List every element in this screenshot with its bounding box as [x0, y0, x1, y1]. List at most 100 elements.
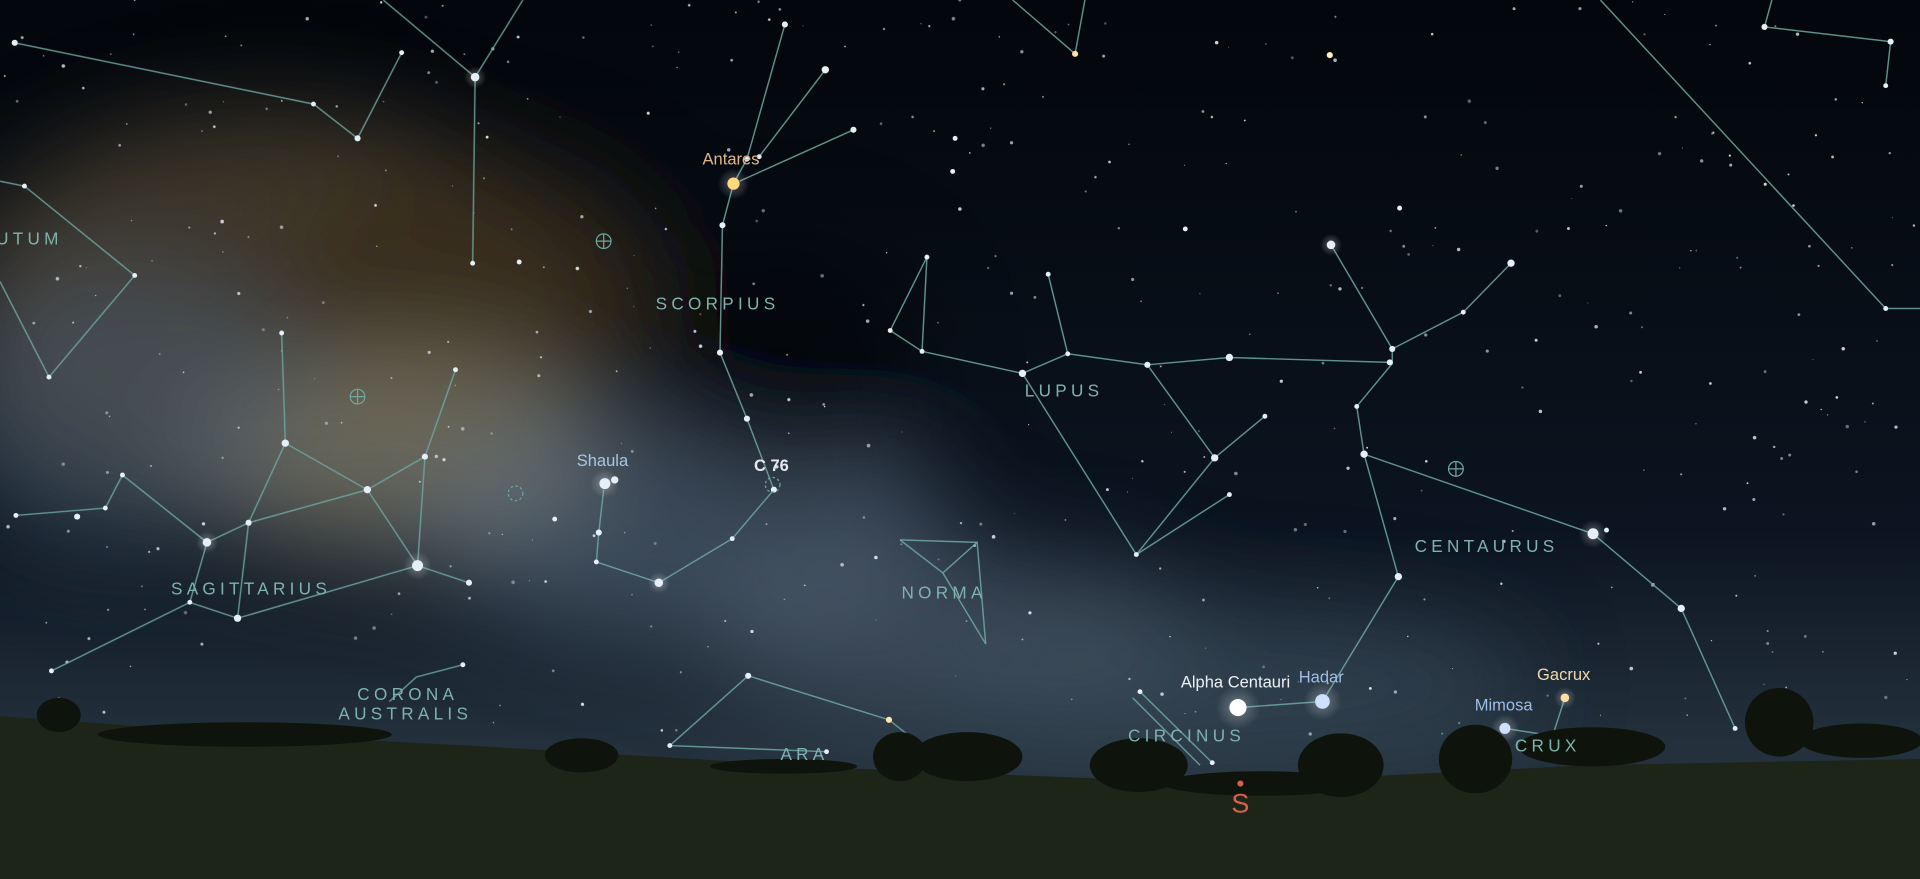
- faint-star: [314, 378, 316, 380]
- faint-star: [1028, 611, 1032, 615]
- constellation-line: [1139, 691, 1213, 764]
- faint-star: [1248, 333, 1251, 336]
- faint-star: [220, 219, 224, 224]
- faint-star: [434, 454, 438, 459]
- star: [1389, 345, 1396, 352]
- faint-star: [1845, 424, 1850, 429]
- faint-star: [85, 266, 88, 269]
- star: [1560, 693, 1570, 703]
- star: [132, 273, 138, 278]
- faint-star: [42, 55, 45, 57]
- faint-star: [108, 415, 111, 418]
- faint-star: [105, 411, 109, 415]
- star: [120, 472, 125, 478]
- faint-star: [222, 251, 224, 253]
- faint-star: [55, 276, 60, 281]
- deep-sky-markers: [349, 233, 1464, 502]
- faint-star: [1629, 666, 1634, 671]
- faint-star: [1641, 326, 1644, 329]
- faint-star: [1686, 714, 1689, 717]
- faint-star: [911, 115, 914, 119]
- faint-star: [390, 377, 393, 379]
- faint-star: [182, 371, 185, 374]
- faint-star: [1117, 226, 1121, 230]
- star: [279, 330, 285, 336]
- faint-star: [724, 619, 727, 622]
- faint-star: [305, 17, 309, 21]
- faint-star: [535, 330, 539, 334]
- faint-star: [1752, 435, 1757, 440]
- faint-star: [1502, 539, 1506, 544]
- star: [1507, 259, 1515, 267]
- faint-star: [981, 143, 985, 148]
- star: [187, 599, 193, 605]
- faint-star: [588, 309, 593, 313]
- faint-star: [1855, 470, 1858, 473]
- faint-star: [991, 535, 996, 539]
- faint-star: [1027, 424, 1030, 426]
- faint-star: [1605, 224, 1608, 227]
- star: [1883, 306, 1889, 311]
- faint-star: [1485, 349, 1489, 353]
- faint-star: [1346, 466, 1350, 470]
- star: [667, 743, 673, 749]
- star: [1677, 604, 1685, 613]
- faint-star: [1105, 488, 1109, 492]
- faint-star: [542, 266, 545, 269]
- faint-star: [1820, 408, 1822, 411]
- star: [599, 478, 611, 490]
- star: [770, 486, 777, 493]
- faint-star: [1864, 421, 1866, 423]
- faint-star: [582, 36, 585, 39]
- faint-star: [1610, 586, 1613, 589]
- faint-star: [990, 127, 992, 129]
- faint-star: [66, 529, 70, 533]
- faint-star: [730, 58, 733, 62]
- faint-star: [1234, 471, 1238, 476]
- faint-star: [951, 16, 956, 21]
- star: [1887, 38, 1894, 45]
- faint-star: [208, 110, 212, 114]
- star: [11, 39, 18, 46]
- star: [1225, 353, 1234, 362]
- faint-star: [488, 532, 491, 535]
- faint-star: [382, 100, 385, 103]
- faint-star: [1424, 333, 1428, 337]
- faint-star: [900, 543, 903, 546]
- faint-star: [106, 546, 108, 548]
- faint-star: [1618, 209, 1623, 213]
- faint-star: [1171, 431, 1173, 433]
- faint-star: [820, 274, 824, 278]
- star: [745, 672, 752, 679]
- faint-star: [1710, 639, 1713, 642]
- faint-star: [592, 534, 596, 538]
- faint-star: [1159, 567, 1162, 570]
- compass-dot: [1237, 780, 1244, 787]
- faint-star: [1906, 679, 1908, 681]
- star: [1360, 450, 1368, 458]
- constellation-line: [471, 77, 476, 264]
- faint-star: [1695, 249, 1698, 252]
- faint-star: [1780, 456, 1784, 460]
- faint-star: [580, 702, 585, 706]
- faint-star: [1366, 446, 1369, 449]
- faint-star: [132, 33, 135, 36]
- star: [363, 486, 372, 494]
- star: [924, 254, 930, 260]
- star: [919, 348, 925, 354]
- faint-star: [1709, 43, 1711, 46]
- faint-star: [1763, 683, 1765, 685]
- faint-star: [1184, 712, 1186, 715]
- faint-star: [928, 25, 931, 28]
- faint-star: [874, 555, 878, 560]
- faint-star: [280, 99, 283, 102]
- faint-star: [144, 608, 146, 611]
- star: [311, 101, 316, 107]
- faint-star: [1746, 482, 1749, 485]
- star: [756, 154, 762, 160]
- faint-star: [1835, 396, 1839, 399]
- star: [1761, 23, 1768, 30]
- star: [1394, 572, 1403, 581]
- faint-star: [1684, 697, 1687, 700]
- faint-star: [654, 207, 657, 210]
